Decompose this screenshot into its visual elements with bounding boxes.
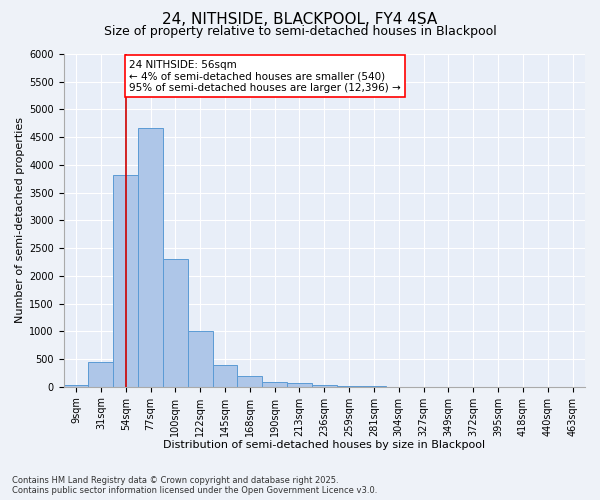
- Bar: [312, 384, 337, 386]
- Bar: [163, 259, 188, 386]
- Text: Size of property relative to semi-detached houses in Blackpool: Size of property relative to semi-detach…: [104, 25, 496, 38]
- Text: 24 NITHSIDE: 56sqm
← 4% of semi-detached houses are smaller (540)
95% of semi-de: 24 NITHSIDE: 56sqm ← 4% of semi-detached…: [130, 60, 401, 92]
- Bar: [262, 382, 287, 386]
- Bar: [88, 362, 113, 386]
- Bar: [188, 332, 212, 386]
- X-axis label: Distribution of semi-detached houses by size in Blackpool: Distribution of semi-detached houses by …: [163, 440, 485, 450]
- Bar: [138, 128, 163, 386]
- Y-axis label: Number of semi-detached properties: Number of semi-detached properties: [15, 118, 25, 324]
- Bar: [287, 384, 312, 386]
- Text: 24, NITHSIDE, BLACKPOOL, FY4 4SA: 24, NITHSIDE, BLACKPOOL, FY4 4SA: [163, 12, 437, 28]
- Bar: [113, 175, 138, 386]
- Bar: [212, 364, 238, 386]
- Text: Contains HM Land Registry data © Crown copyright and database right 2025.
Contai: Contains HM Land Registry data © Crown c…: [12, 476, 377, 495]
- Bar: [64, 385, 88, 386]
- Bar: [238, 376, 262, 386]
